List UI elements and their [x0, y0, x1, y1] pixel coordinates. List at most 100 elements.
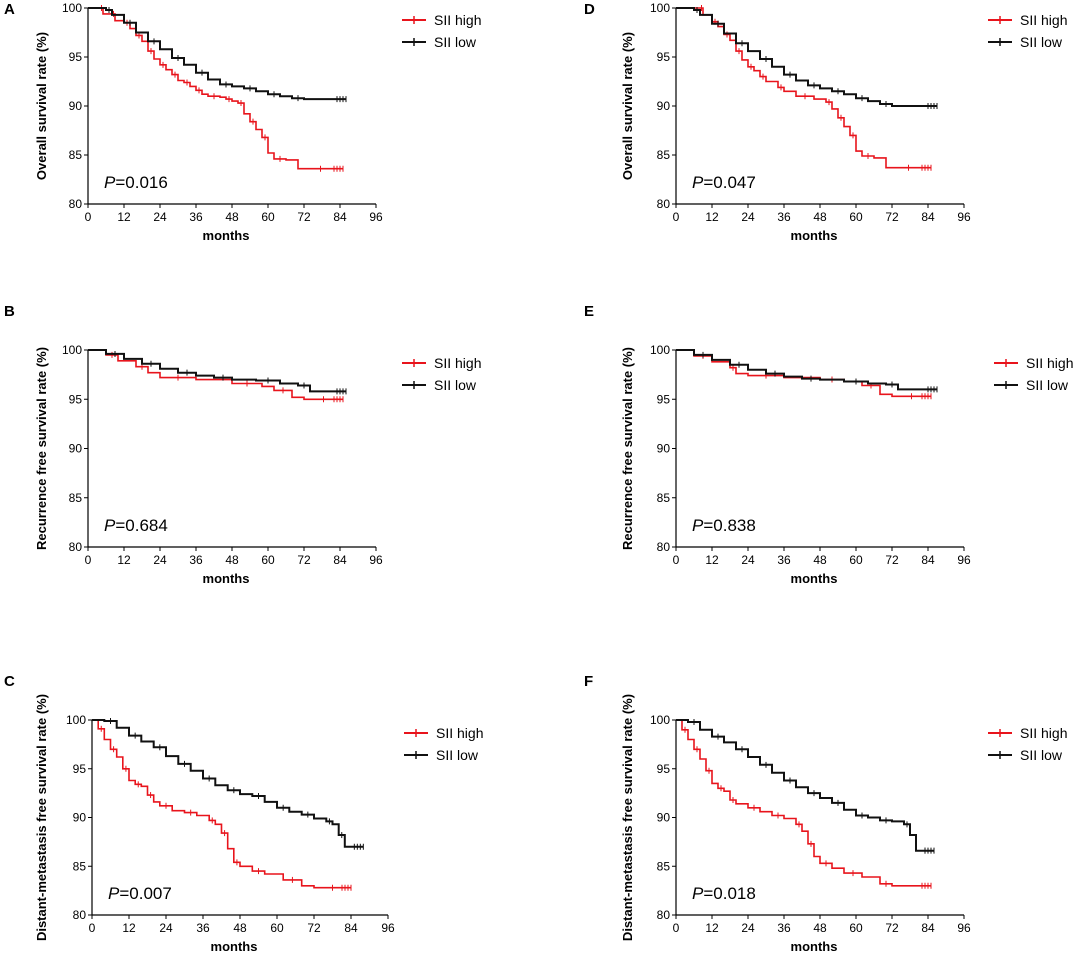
x-tick-label: 12 — [705, 553, 719, 567]
p-value-number: =0.684 — [115, 516, 167, 535]
x-axis-title-f: months — [791, 939, 838, 954]
y-tick-label: 80 — [657, 540, 671, 554]
y-tick-label: 100 — [650, 1, 670, 15]
p-value-prefix: P — [692, 173, 704, 192]
series-line-b-low — [88, 349, 346, 393]
x-tick-label: 84 — [921, 553, 935, 567]
panel-letter-c: C — [4, 673, 15, 690]
y-tick-label: 95 — [657, 50, 671, 64]
y-tick-label: 85 — [657, 859, 671, 873]
x-tick-label: 48 — [225, 210, 239, 224]
x-tick-label: 0 — [673, 553, 680, 567]
x-tick-label: 60 — [849, 921, 863, 935]
x-tick-label: 72 — [297, 553, 311, 567]
x-tick-label: 36 — [189, 210, 203, 224]
x-tick-label: 24 — [159, 921, 173, 935]
legend-item-low: SII low — [988, 747, 1063, 763]
y-axis-title-c: Distant-metastasis free survival rate (%… — [34, 694, 49, 941]
y-tick-label: 85 — [657, 491, 671, 505]
series-line-c-high — [92, 719, 351, 889]
panel-a: A 0 12 24 36 48 60 72 84 96 80 85 90 95 100 months Overa… — [4, 1, 481, 243]
x-tick-label: 96 — [381, 921, 395, 935]
p-value-number: =0.838 — [703, 516, 755, 535]
x-tick-label: 60 — [270, 921, 284, 935]
legend-item-high: SII high — [402, 12, 481, 28]
x-tick-label: 60 — [261, 210, 275, 224]
x-tick-label: 84 — [921, 921, 935, 935]
legend-label-high: SII high — [1026, 355, 1073, 371]
x-tick-label: 60 — [849, 210, 863, 224]
legend-item-low: SII low — [402, 34, 477, 50]
panel-letter-e: E — [584, 303, 594, 320]
p-value-prefix: P — [104, 173, 116, 192]
p-value-number: =0.007 — [119, 884, 171, 903]
y-axis-title-b: Recurrence free survival rate (%) — [34, 347, 49, 550]
p-value-number: =0.016 — [115, 173, 167, 192]
p-value-prefix: P — [108, 884, 120, 903]
y-tick-label: 90 — [657, 811, 671, 825]
legend-label-high: SII high — [434, 12, 481, 28]
p-value-prefix: P — [104, 516, 116, 535]
x-tick-label: 36 — [777, 921, 791, 935]
y-tick-label: 80 — [69, 540, 83, 554]
legend-item-low: SII low — [402, 377, 477, 393]
legend-item-low: SII low — [404, 747, 479, 763]
x-tick-label: 84 — [333, 553, 347, 567]
series-line-f-low — [676, 719, 934, 852]
x-tick-label: 24 — [741, 553, 755, 567]
legend-item-high: SII high — [988, 12, 1067, 28]
legend-label-high: SII high — [1020, 12, 1067, 28]
legend-label-high: SII high — [436, 725, 483, 741]
series-line-d-low — [676, 7, 937, 107]
x-tick-label: 36 — [777, 553, 791, 567]
x-tick-label: 0 — [85, 553, 92, 567]
legend-label-low: SII low — [1020, 34, 1063, 50]
legend-item-high: SII high — [988, 725, 1067, 741]
y-axis-title-d: Overall survival rate (%) — [620, 32, 635, 180]
legend-label-low: SII low — [436, 747, 479, 763]
x-tick-label: 96 — [957, 553, 971, 567]
x-tick-label: 12 — [705, 210, 719, 224]
x-tick-label: 0 — [85, 210, 92, 224]
legend-label-low: SII low — [434, 377, 477, 393]
y-axis-title-a: Overall survival rate (%) — [34, 32, 49, 180]
legend-item-high: SII high — [404, 725, 483, 741]
series-line-e-low — [676, 349, 937, 391]
y-axis-title-f: Distant-metastasis free survival rate (%… — [620, 694, 635, 941]
legend-label-low: SII low — [1020, 747, 1063, 763]
panel-letter-a: A — [4, 1, 15, 18]
x-tick-label: 72 — [885, 553, 899, 567]
panel-e: E 0 12 24 36 48 60 72 84 96 80 85 90 95 100 months Recur… — [584, 303, 1073, 586]
p-value-f: P=0.018 — [692, 884, 756, 903]
y-tick-label: 100 — [62, 343, 82, 357]
x-tick-label: 60 — [261, 553, 275, 567]
x-tick-label: 24 — [741, 921, 755, 935]
x-tick-label: 72 — [885, 921, 899, 935]
x-tick-label: 48 — [233, 921, 247, 935]
y-tick-label: 100 — [650, 343, 670, 357]
y-tick-label: 85 — [73, 859, 87, 873]
y-tick-label: 85 — [69, 491, 83, 505]
x-tick-label: 84 — [333, 210, 347, 224]
y-tick-label: 90 — [657, 442, 671, 456]
x-tick-label: 96 — [957, 210, 971, 224]
y-tick-label: 100 — [650, 713, 670, 727]
x-tick-label: 48 — [813, 210, 827, 224]
x-tick-label: 60 — [849, 553, 863, 567]
y-tick-label: 80 — [69, 197, 83, 211]
p-value-prefix: P — [692, 516, 704, 535]
x-tick-label: 12 — [122, 921, 136, 935]
y-tick-label: 90 — [69, 442, 83, 456]
y-tick-label: 95 — [69, 392, 83, 406]
series-line-b-high — [88, 349, 343, 401]
panel-letter-b: B — [4, 303, 15, 320]
legend-item-high: SII high — [402, 355, 481, 371]
p-value-d: P=0.047 — [692, 173, 756, 192]
p-value-b: P=0.684 — [104, 516, 168, 535]
panel-letter-f: F — [584, 673, 593, 690]
x-tick-label: 0 — [673, 210, 680, 224]
panel-c: C 0 12 24 36 48 60 72 84 96 80 85 90 95 100 months Dista… — [4, 673, 483, 954]
y-tick-label: 90 — [73, 811, 87, 825]
p-value-number: =0.018 — [703, 884, 755, 903]
